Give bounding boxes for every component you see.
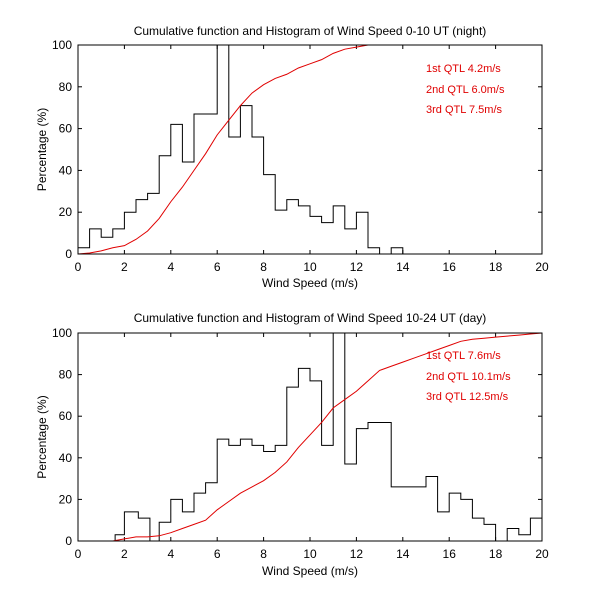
x-tick-label: 0	[75, 547, 82, 561]
x-tick-label: 8	[260, 260, 267, 274]
y-tick-label: 60	[59, 122, 73, 136]
quantile-label: 2nd QTL 6.0m/s	[426, 84, 505, 96]
quantile-annotations: 1st QTL 7.6m/s 2nd QTL 10.1m/s 3rd QTL 12.…	[426, 350, 511, 403]
x-tick-label: 16	[443, 547, 457, 561]
axis-ticks: 0 2 4 6 8 10 12 14 16 18 20 0 20 40 60 80 100	[52, 38, 549, 274]
x-axis-label: Wind Speed (m/s)	[262, 564, 358, 578]
quantile-label: 3rd QTL 12.5m/s	[426, 391, 509, 403]
x-tick-label: 0	[75, 260, 82, 274]
x-tick-label: 4	[167, 547, 174, 561]
chart-title: Cumulative function and Histogram of Win…	[134, 311, 487, 325]
x-tick-label: 12	[350, 260, 364, 274]
y-tick-label: 40	[59, 163, 73, 177]
quantile-label: 3rd QTL 7.5m/s	[426, 104, 503, 116]
y-axis-label: Percentage (%)	[35, 395, 49, 478]
y-tick-label: 0	[65, 534, 72, 548]
x-tick-label: 20	[535, 260, 549, 274]
y-tick-label: 60	[59, 409, 73, 423]
panel-day: Cumulative function and Histogram of Win…	[35, 311, 549, 578]
histogram-series	[114, 332, 543, 542]
x-tick-label: 18	[489, 260, 503, 274]
cumulative-series	[78, 332, 543, 542]
x-tick-label: 18	[489, 547, 503, 561]
plot-frame	[77, 332, 543, 542]
x-tick-label: 8	[260, 547, 267, 561]
x-tick-label: 2	[121, 547, 128, 561]
y-tick-label: 100	[52, 38, 72, 52]
histogram-series	[77, 44, 404, 255]
x-tick-label: 20	[535, 547, 549, 561]
x-tick-label: 14	[396, 547, 410, 561]
x-tick-label: 6	[214, 260, 221, 274]
x-tick-label: 14	[396, 260, 410, 274]
axis-ticks: 0 2 4 6 8 10 12 14 16 18 20 0 20 40 60 80 100	[52, 326, 549, 561]
y-tick-label: 0	[65, 247, 72, 261]
x-tick-label: 16	[443, 260, 457, 274]
cumulative-series	[77, 44, 542, 255]
y-tick-label: 80	[59, 80, 73, 94]
y-tick-label: 100	[52, 326, 72, 340]
y-tick-label: 20	[59, 492, 73, 506]
chart-title: Cumulative function and Histogram of Win…	[134, 24, 487, 38]
plot-frame	[77, 44, 543, 255]
x-axis-label: Wind Speed (m/s)	[262, 276, 358, 290]
x-tick-label: 6	[214, 547, 221, 561]
plot-series	[77, 44, 542, 255]
y-axis-label: Percentage (%)	[35, 108, 49, 191]
quantile-label: 1st QTL 7.6m/s	[426, 350, 501, 362]
y-tick-label: 80	[59, 368, 73, 382]
quantile-label: 2nd QTL 10.1m/s	[426, 371, 511, 383]
y-tick-label: 20	[59, 205, 73, 219]
plot-series	[78, 332, 543, 542]
x-tick-label: 10	[303, 547, 317, 561]
quantile-annotations: 1st QTL 4.2m/s 2nd QTL 6.0m/s 3rd QTL 7.5m…	[426, 63, 505, 116]
x-tick-label: 4	[167, 260, 174, 274]
x-tick-label: 2	[121, 260, 128, 274]
x-tick-label: 10	[303, 260, 317, 274]
y-tick-label: 40	[59, 451, 73, 465]
x-tick-label: 12	[350, 547, 364, 561]
panel-night: Cumulative function and Histogram of Win…	[35, 24, 549, 290]
quantile-label: 1st QTL 4.2m/s	[426, 63, 501, 75]
